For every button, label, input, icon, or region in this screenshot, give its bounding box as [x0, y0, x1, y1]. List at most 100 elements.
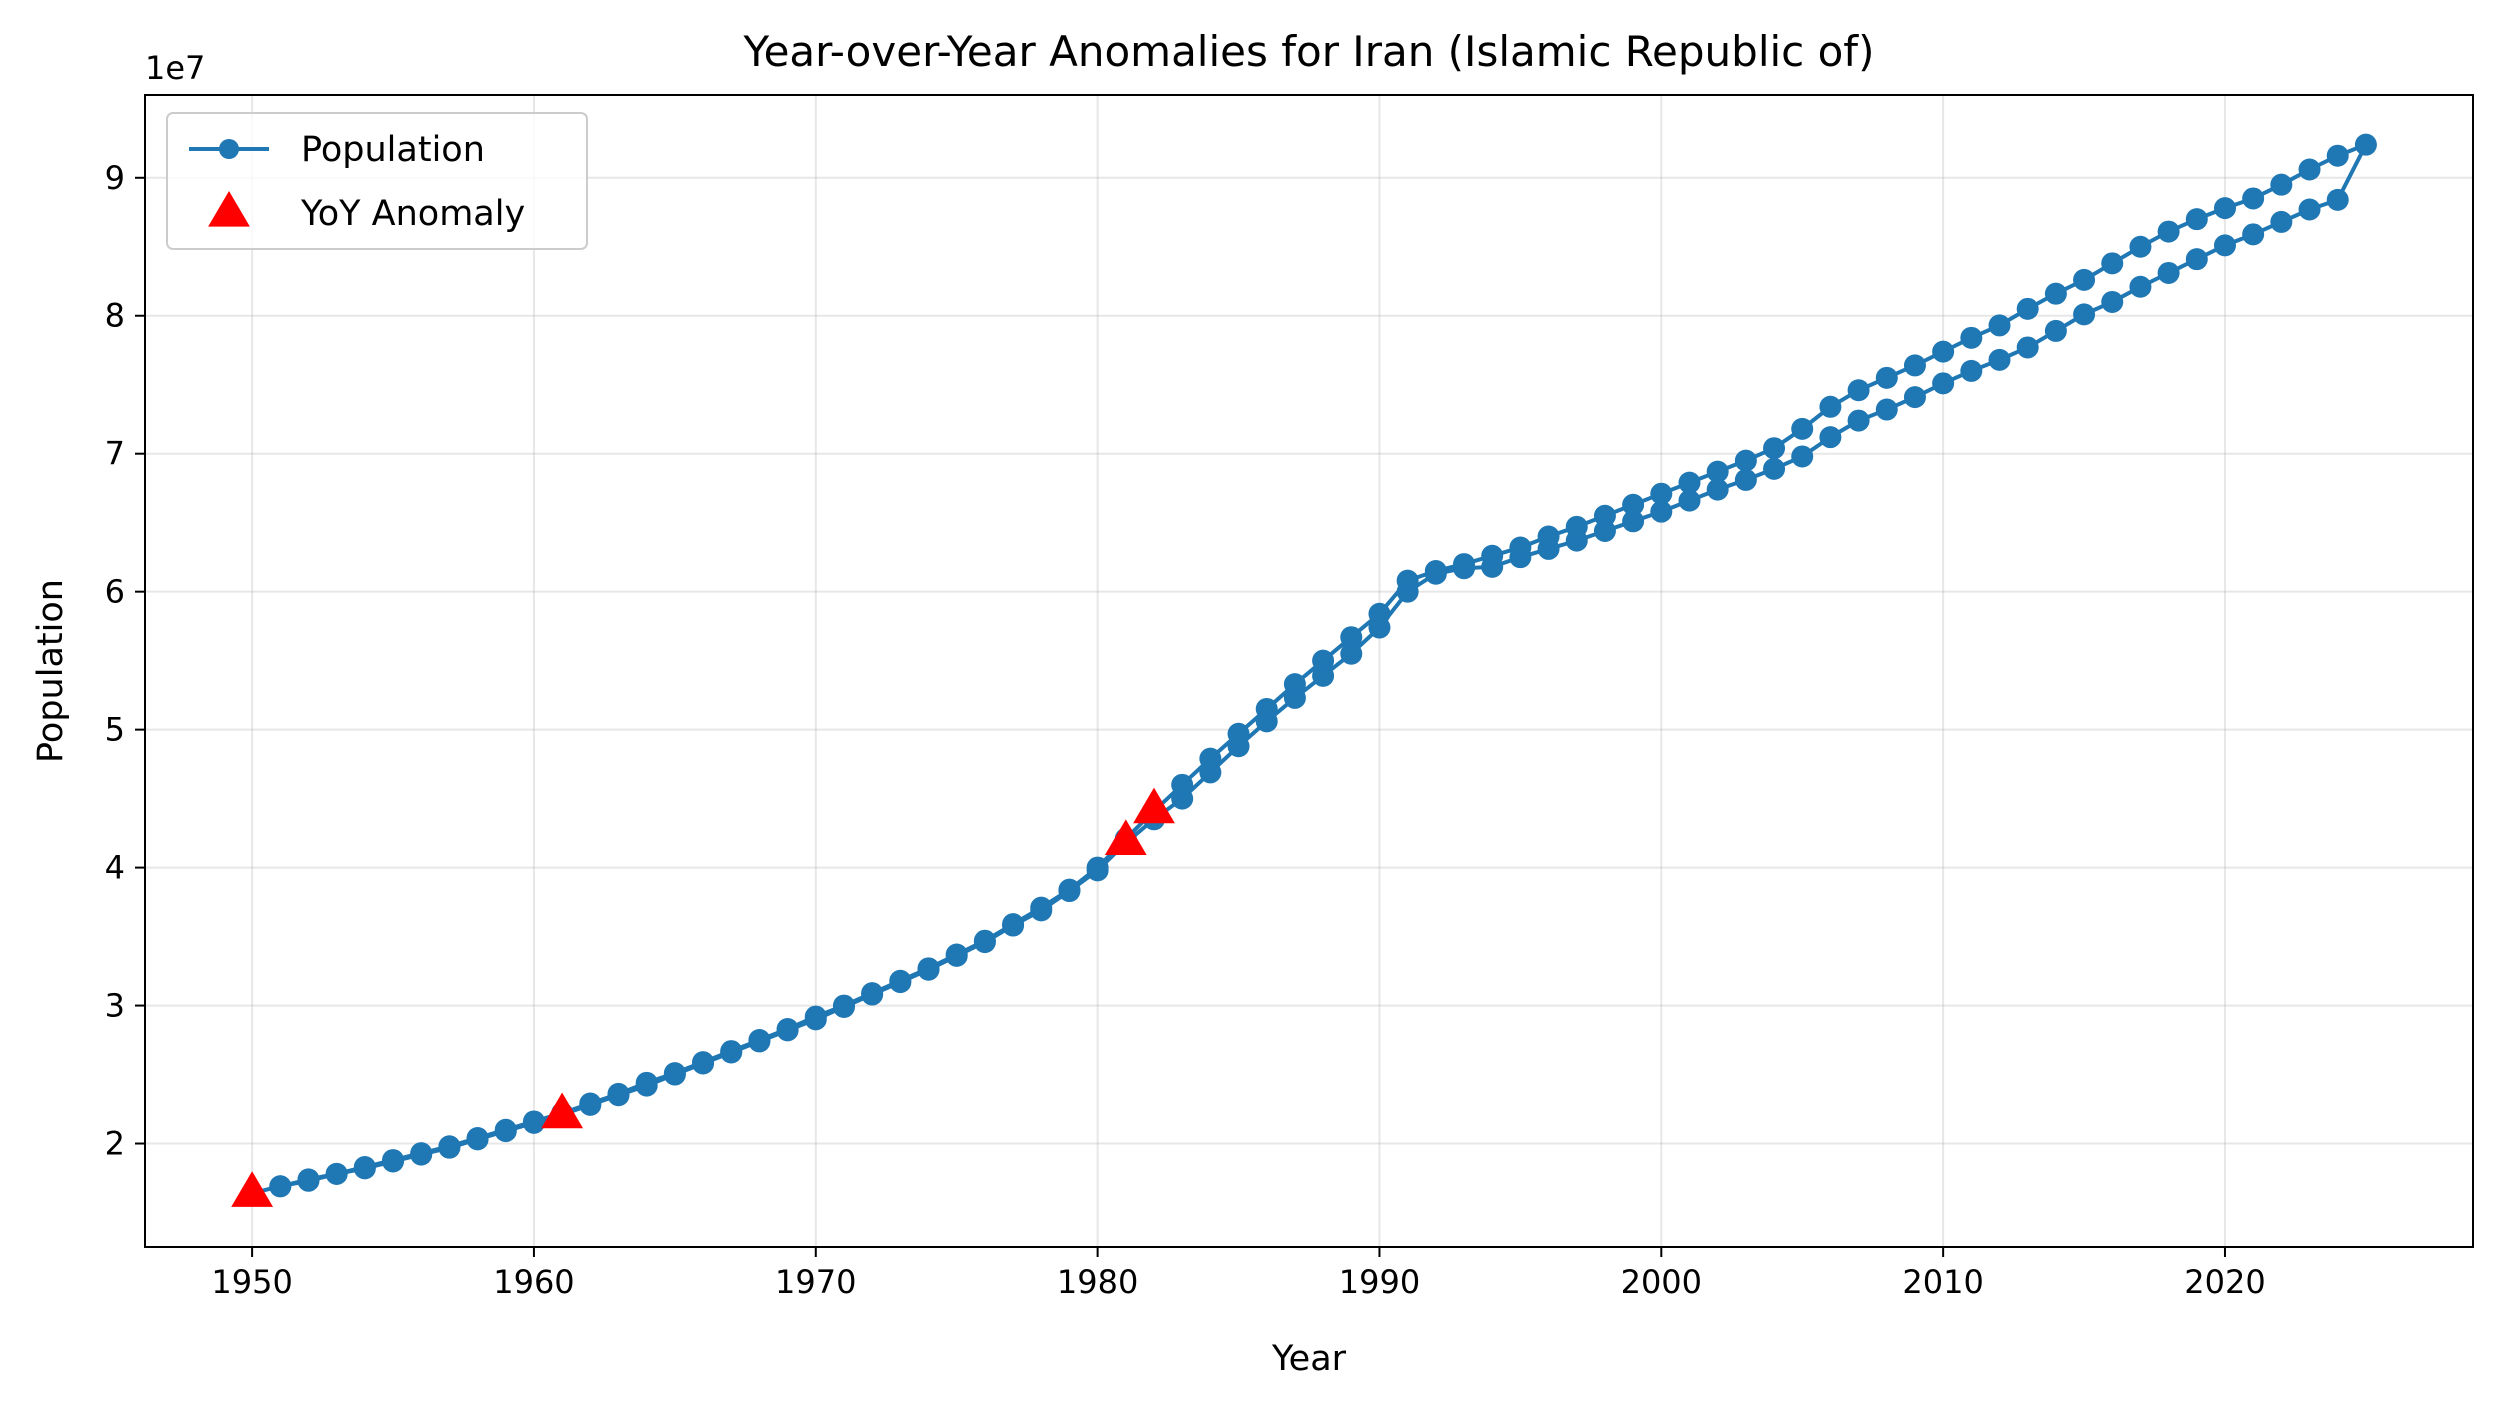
population-point: [2242, 187, 2265, 210]
population-point: [1706, 478, 1729, 501]
anomaly-point: [1133, 787, 1175, 824]
y-tick-label: 3: [105, 987, 125, 1025]
population-point: [2044, 282, 2067, 305]
population-point: [2129, 275, 2152, 298]
population-point: [382, 1149, 405, 1172]
population-point: [1622, 493, 1645, 516]
population-point: [748, 1029, 771, 1052]
population-point: [2157, 220, 2180, 243]
population-point: [1283, 673, 1306, 696]
chart-title: Year-over-Year Anomalies for Iran (Islam…: [743, 27, 1875, 76]
y-tick-label: 2: [105, 1125, 125, 1163]
population-point: [522, 1110, 545, 1133]
population-point: [607, 1082, 630, 1105]
population-point: [1903, 354, 1926, 377]
legend-box: [166, 112, 588, 250]
population-point: [2326, 188, 2349, 211]
legend-anomaly-marker: [208, 191, 250, 227]
population-point: [1509, 536, 1532, 559]
population-point: [1678, 489, 1701, 512]
population-point: [1650, 500, 1673, 523]
population-point: [2101, 252, 2124, 275]
population-point: [1819, 395, 1842, 418]
population-point: [2185, 208, 2208, 231]
population-point: [2129, 235, 2152, 258]
population-point: [1988, 348, 2011, 371]
y-tick-label: 4: [105, 849, 125, 887]
population-point: [1537, 525, 1560, 548]
population-point: [861, 982, 884, 1005]
population-point: [1593, 519, 1616, 542]
population-point: [1819, 426, 1842, 449]
population-point: [692, 1051, 715, 1074]
x-tick-label: 1950: [211, 1263, 292, 1301]
population-point: [1368, 602, 1391, 625]
population-point: [410, 1142, 433, 1165]
population-point: [1988, 314, 2011, 337]
population-point: [2157, 261, 2180, 284]
population-point: [1086, 856, 1109, 879]
x-tick-label: 2010: [1902, 1263, 1983, 1301]
anomaly-markers: [231, 787, 1175, 1207]
x-axis-label: Year: [1271, 1339, 1347, 1379]
y-tick-label: 9: [105, 159, 125, 197]
x-tick-label: 1980: [1057, 1263, 1138, 1301]
population-point: [1960, 359, 1983, 382]
population-point: [2298, 158, 2321, 181]
population-point: [1255, 697, 1278, 720]
population-point: [2326, 144, 2349, 167]
population-point: [2213, 234, 2236, 257]
population-point: [269, 1175, 292, 1198]
population-point: [2016, 336, 2039, 359]
population-point: [1791, 445, 1814, 468]
population-point: [663, 1062, 686, 1085]
y-tick-label: 5: [105, 711, 125, 749]
y-tick-label: 6: [105, 573, 125, 611]
population-point: [2354, 133, 2377, 156]
population-point: [466, 1127, 489, 1150]
population-point: [917, 957, 940, 980]
population-point: [1199, 747, 1222, 770]
population-point: [832, 994, 855, 1017]
population-point: [2073, 303, 2096, 326]
x-tick-label: 2020: [2184, 1263, 2265, 1301]
population-point: [1312, 664, 1335, 687]
population-point: [579, 1092, 602, 1115]
anomaly-point: [541, 1092, 584, 1129]
y-axis-label: Population: [31, 579, 71, 763]
legend-anomaly-label: YoY Anomaly: [300, 194, 525, 234]
population-point: [1453, 553, 1476, 576]
population-point: [1875, 366, 1898, 389]
population-point: [973, 929, 996, 952]
population-point: [1875, 398, 1898, 421]
x-tick-label: 2000: [1621, 1263, 1702, 1301]
population-point: [945, 943, 968, 966]
population-point: [1481, 544, 1504, 567]
population-point: [1678, 471, 1701, 494]
population-point: [720, 1040, 743, 1063]
population-point: [635, 1071, 658, 1094]
population-point: [1960, 326, 1983, 349]
population-point: [2270, 173, 2293, 196]
population-point: [1396, 569, 1419, 592]
population-point: [2213, 197, 2236, 220]
population-point: [1171, 773, 1194, 796]
x-axis: 1950 1960 1970 1980 1990 2000 2010 2020: [211, 1247, 2266, 1301]
population-point: [1227, 722, 1250, 745]
population-point: [804, 1005, 827, 1028]
x-tick-label: 1960: [493, 1263, 574, 1301]
population-point: [1932, 340, 1955, 363]
series-layer: [231, 133, 2377, 1207]
legend-population-label: Population: [301, 130, 485, 170]
population-point: [889, 969, 912, 992]
population-point: [1340, 626, 1363, 649]
y-tick-label: 8: [105, 297, 125, 335]
y-axis: 2 3 4 5 6 7 8 9: [105, 159, 145, 1163]
population-point: [1734, 449, 1757, 472]
population-point: [1706, 460, 1729, 483]
population-point: [1763, 437, 1786, 460]
population-point: [1847, 379, 1870, 402]
population-point: [1622, 510, 1645, 533]
population-point: [438, 1135, 461, 1158]
